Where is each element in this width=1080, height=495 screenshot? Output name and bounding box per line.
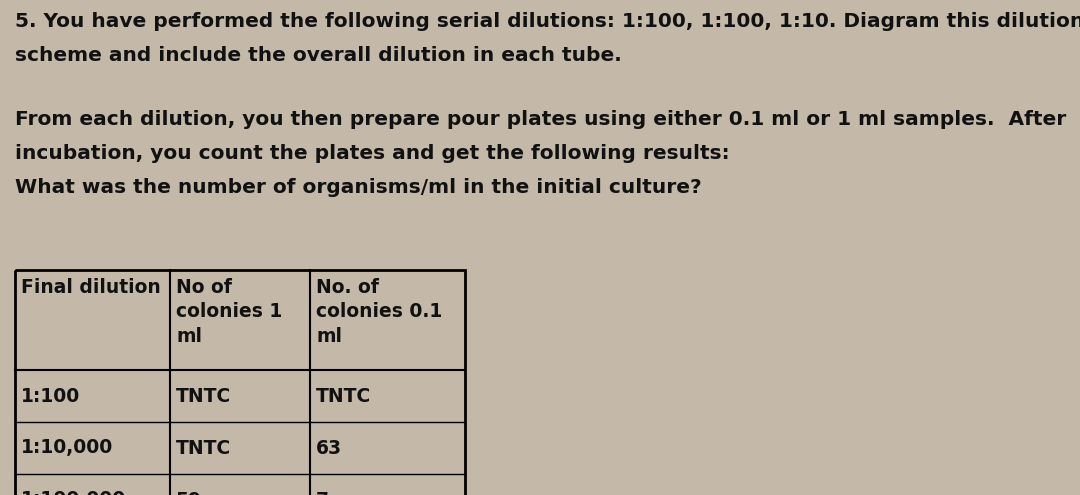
Text: What was the number of organisms/ml in the initial culture?: What was the number of organisms/ml in t… <box>15 178 702 197</box>
Bar <box>15 270 465 495</box>
Text: TNTC: TNTC <box>176 439 231 457</box>
Text: TNTC: TNTC <box>176 387 231 405</box>
Text: TNTC: TNTC <box>316 387 372 405</box>
Text: No. of
colonies 0.1
ml: No. of colonies 0.1 ml <box>316 278 442 346</box>
Text: 63: 63 <box>316 439 342 457</box>
Text: 1:100,000: 1:100,000 <box>21 491 126 495</box>
Text: 5. You have performed the following serial dilutions: 1:100, 1:100, 1:10. Diagra: 5. You have performed the following seri… <box>15 12 1080 31</box>
Text: 59: 59 <box>176 491 202 495</box>
Text: From each dilution, you then prepare pour plates using either 0.1 ml or 1 ml sam: From each dilution, you then prepare pou… <box>15 110 1066 129</box>
Text: 1:10,000: 1:10,000 <box>21 439 113 457</box>
Text: 7: 7 <box>316 491 329 495</box>
Text: 1:100: 1:100 <box>21 387 80 405</box>
Text: scheme and include the overall dilution in each tube.: scheme and include the overall dilution … <box>15 46 622 65</box>
Text: No of
colonies 1
ml: No of colonies 1 ml <box>176 278 282 346</box>
Text: Final dilution: Final dilution <box>21 278 161 297</box>
Text: incubation, you count the plates and get the following results:: incubation, you count the plates and get… <box>15 144 730 163</box>
